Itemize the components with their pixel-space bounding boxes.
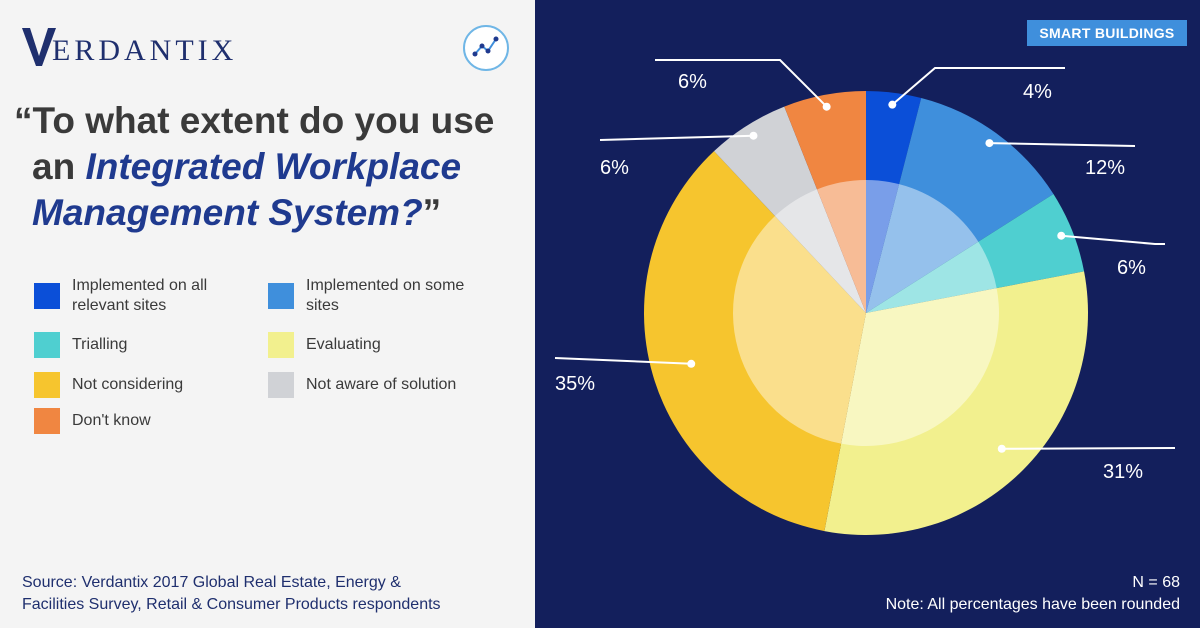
pie-slice-inner-highlight bbox=[866, 184, 979, 313]
question-emphasis-2: Management System? bbox=[32, 192, 423, 233]
pie-slice bbox=[866, 194, 1085, 313]
category-tag: SMART BUILDINGS bbox=[1027, 20, 1187, 46]
leader-dot bbox=[687, 359, 696, 368]
legend-item-dont-know: Don't know bbox=[34, 408, 232, 434]
leader-line bbox=[599, 134, 754, 141]
question-line-2: an Integrated Workplace bbox=[14, 144, 524, 190]
rounding-note: Note: All percentages have been rounded bbox=[885, 596, 1180, 613]
legend-item-not-considering: Not considering bbox=[34, 372, 232, 398]
legend-swatch bbox=[268, 372, 294, 398]
legend-item-trialling: Trialling bbox=[34, 332, 232, 358]
legend-swatch bbox=[34, 408, 60, 434]
legend-label: Trialling bbox=[72, 336, 128, 353]
pie-slice bbox=[866, 91, 922, 313]
legend-item-not-aware: Not aware of solution bbox=[268, 372, 506, 398]
data-label: 6% bbox=[1117, 257, 1146, 279]
pie-slice-inner-highlight bbox=[817, 180, 866, 313]
legend-swatch bbox=[34, 283, 60, 309]
legend-item-implemented-some: Implemented on some sites bbox=[268, 276, 466, 316]
legend-swatch bbox=[268, 283, 294, 309]
pie-slice bbox=[784, 91, 866, 313]
left-panel: ERDANTIX “To what extent do you use an I… bbox=[0, 0, 535, 628]
question-line-2-plain: an bbox=[32, 146, 86, 187]
leader-dot bbox=[888, 100, 897, 109]
legend-label: Implemented on some sites bbox=[306, 277, 465, 314]
pie-slice bbox=[644, 151, 866, 532]
pie-slice bbox=[714, 106, 866, 313]
sample-size: N = 68 bbox=[1132, 574, 1180, 591]
question-close-quote: ” bbox=[422, 192, 442, 233]
pie-slice-inner-highlight bbox=[866, 241, 997, 313]
legend-label: Not aware of solution bbox=[306, 376, 457, 393]
legend-swatch bbox=[268, 332, 294, 358]
verdantix-logo bbox=[22, 24, 56, 68]
data-label: 4% bbox=[1023, 81, 1052, 103]
source-note: Source: Verdantix 2017 Global Real Estat… bbox=[22, 572, 527, 616]
leader-line bbox=[655, 59, 828, 108]
leader-dot bbox=[749, 131, 758, 140]
leader-line bbox=[891, 67, 1065, 106]
pie-slice-inner-highlight bbox=[841, 288, 999, 446]
chart-panel: SMART BUILDINGS 4% 12% 6% 31% 35% 6% 6% N = 68… bbox=[535, 0, 1200, 628]
leader-line bbox=[1001, 447, 1176, 450]
leader-line bbox=[989, 142, 1136, 147]
pie-slice-inner-highlight bbox=[733, 216, 866, 444]
legend-label: Don't know bbox=[72, 412, 151, 429]
pie-slice bbox=[866, 97, 1054, 313]
data-label: 6% bbox=[678, 71, 707, 93]
legend-label: Implemented on all relevant sites bbox=[72, 277, 208, 314]
source-line-1: Source: Verdantix 2017 Global Real Estat… bbox=[22, 574, 401, 591]
leader-dot bbox=[985, 139, 994, 148]
survey-question: “To what extent do you use an Integrated… bbox=[14, 98, 524, 236]
data-label: 31% bbox=[1103, 461, 1143, 483]
leader-line bbox=[1061, 234, 1165, 245]
source-line-2: Facilities Survey, Retail & Consumer Pro… bbox=[22, 596, 441, 613]
question-emphasis-1: Integrated Workplace bbox=[85, 146, 462, 187]
pie-slice-inner-highlight bbox=[866, 180, 900, 313]
data-label: 6% bbox=[600, 157, 629, 179]
logo-wordmark: ERDANTIX bbox=[52, 34, 238, 67]
question-line-1: “To what extent do you use bbox=[14, 100, 495, 141]
data-label: 35% bbox=[555, 373, 595, 395]
legend-item-evaluating: Evaluating bbox=[268, 332, 466, 358]
question-line-3: Management System?” bbox=[14, 190, 524, 236]
legend-swatch bbox=[34, 372, 60, 398]
pie-chart: 4% 12% 6% 31% 35% 6% 6% bbox=[554, 59, 1176, 535]
legend-label: Evaluating bbox=[306, 336, 381, 353]
chart-footnote: N = 68 Note: All percentages have been r… bbox=[886, 572, 1180, 616]
leader-line bbox=[554, 357, 692, 365]
legend-item-implemented-all: Implemented on all relevant sites bbox=[34, 276, 232, 316]
legend-swatch bbox=[34, 332, 60, 358]
leader-dot bbox=[822, 102, 831, 111]
leader-dot bbox=[997, 444, 1006, 453]
data-label: 12% bbox=[1085, 157, 1125, 179]
pie-slice-inner-highlight bbox=[774, 189, 866, 313]
analytics-badge-icon bbox=[462, 24, 510, 72]
leader-dot bbox=[1057, 231, 1066, 240]
pie-slice bbox=[824, 271, 1088, 535]
legend-label: Not considering bbox=[72, 376, 184, 393]
